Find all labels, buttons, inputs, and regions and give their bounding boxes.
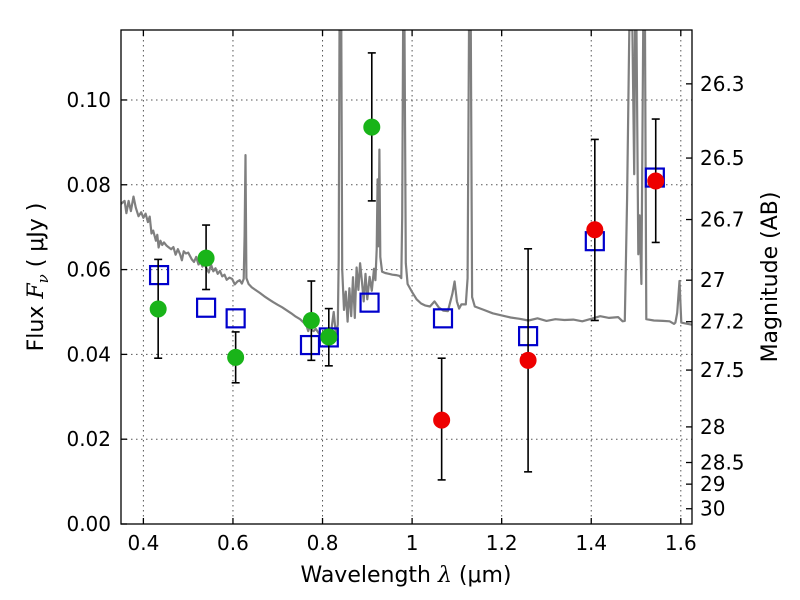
red-detections-point	[586, 221, 604, 239]
model-photometry-square	[299, 334, 321, 356]
x-tick-label: 0.4	[127, 531, 159, 555]
y2-axis-label: Magnitude (AB)	[758, 192, 783, 363]
green-detections-point	[149, 300, 167, 318]
y2-tick-label: 29	[700, 472, 725, 496]
y-axis-label-subscript: ν	[34, 274, 52, 283]
x-tick-label: 1.2	[486, 531, 518, 555]
y2-tick-label: 27	[700, 268, 725, 292]
y-tick-label: 0.02	[66, 427, 111, 451]
axes-layer: 0.4 0.6 0.8 1 1.2 1.4 1.6 0.00 0.02 0.04 0.06 0.08 0…	[66, 30, 745, 555]
red-detections-point	[433, 411, 451, 429]
y2-tick-label: 26.7	[700, 208, 745, 232]
x-axis-label: Wavelength λ (μm)	[300, 563, 511, 588]
data-points-layer	[148, 52, 665, 481]
y2-tick-label: 28	[700, 415, 725, 439]
green-detections-point	[302, 311, 320, 329]
green-detections-point	[363, 118, 381, 136]
y-axis-label-symbol: F	[24, 283, 49, 300]
y2-tick-label: 30	[700, 497, 725, 521]
model-spectrum-line	[121, 30, 692, 340]
model-photometry-square	[359, 292, 380, 313]
y2-tick-label: 26.3	[700, 72, 745, 96]
y-tick-label: 0.08	[66, 173, 111, 197]
x-tick-label: 1.6	[665, 531, 697, 555]
model-photometry-square	[225, 308, 246, 329]
model-photometry-square	[432, 308, 454, 329]
y2-tick-label: 28.5	[700, 451, 745, 475]
model-photometry-square	[195, 297, 217, 318]
red-detections-point	[647, 172, 665, 190]
green-detections-point	[227, 348, 245, 366]
model-photometry-square	[148, 264, 170, 286]
y2-tick-label: 26.5	[700, 146, 745, 170]
x-axis-label-symbol: λ	[437, 563, 452, 588]
green-detections-point	[197, 249, 215, 267]
y-tick-label: 0.10	[66, 88, 111, 112]
x-tick-label: 1.4	[575, 531, 607, 555]
y2-tick-label: 27.5	[700, 358, 745, 382]
y-tick-label: 0.04	[66, 342, 111, 366]
y-tick-label: 0.00	[66, 512, 111, 536]
y-axis-label: Flux Fν ( μJy )	[24, 203, 52, 352]
y-tick-label: 0.06	[66, 258, 111, 282]
model-spectrum-layer	[121, 30, 692, 340]
x-tick-label: 1	[406, 531, 419, 555]
x-tick-label: 0.6	[217, 531, 249, 555]
green-detections-point	[320, 328, 338, 346]
red-detections-point	[519, 351, 537, 369]
plot-frame	[120, 29, 693, 525]
y2-tick-label: 27.2	[700, 310, 745, 334]
x-tick-label: 0.8	[307, 531, 339, 555]
